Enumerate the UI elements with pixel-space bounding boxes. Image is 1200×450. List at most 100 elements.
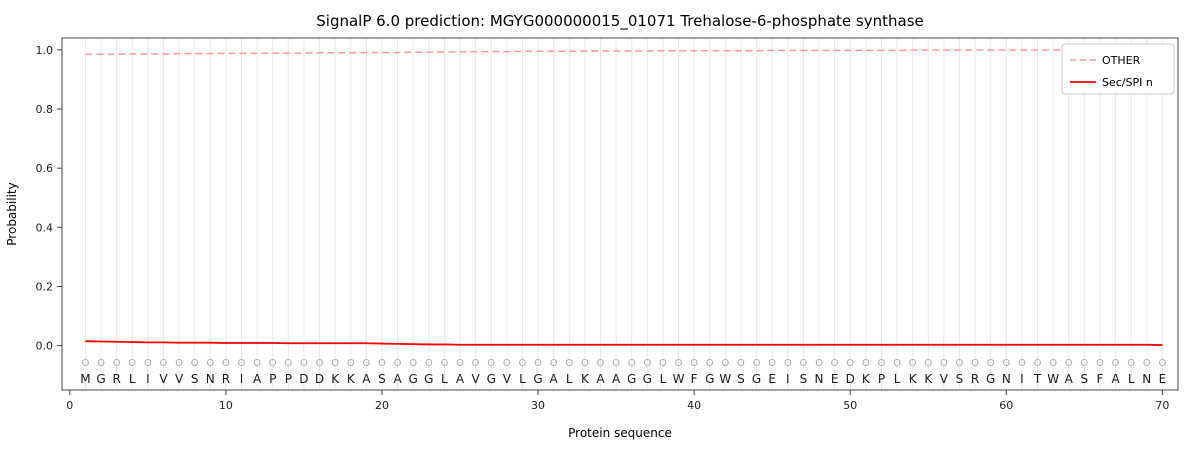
residue-letter: G <box>705 372 714 386</box>
chart-title: SignalP 6.0 prediction: MGYG000000015_01… <box>316 12 924 31</box>
residue-marker: O <box>565 358 573 369</box>
residue-marker: O <box>222 358 230 369</box>
y-tick-label: 0.8 <box>36 103 54 116</box>
residue-marker: O <box>909 358 917 369</box>
residue-marker: O <box>425 358 433 369</box>
residue-marker: O <box>721 358 729 369</box>
residue-letter: M <box>80 372 90 386</box>
residue-letter: A <box>596 372 605 386</box>
residue-letter: G <box>409 372 418 386</box>
residue-marker: O <box>175 358 183 369</box>
y-tick-label: 0.0 <box>36 340 54 353</box>
residue-marker: O <box>440 358 448 369</box>
residue-marker: O <box>97 358 105 369</box>
residue-marker: O <box>862 358 870 369</box>
residue-letter: A <box>456 372 465 386</box>
x-axis-ticks: 0 10 20 30 40 50 60 70 <box>66 390 1169 412</box>
residue-letter: G <box>643 372 652 386</box>
residue-letter: D <box>299 372 308 386</box>
residue-letter: L <box>129 372 136 386</box>
legend: OTHER Sec/SPI n <box>1061 43 1175 95</box>
residue-marker: O <box>534 358 542 369</box>
x-tick-label: 60 <box>999 399 1013 412</box>
residue-letter: L <box>660 372 667 386</box>
series-line-sec-spi-n <box>85 340 1163 346</box>
legend-label: Sec/SPI n <box>1102 76 1153 89</box>
residue-marker: O <box>191 358 199 369</box>
residue-letter: A <box>393 372 402 386</box>
residue-letter: A <box>362 372 371 386</box>
residue-marker: O <box>753 358 761 369</box>
residue-marker: O <box>799 358 807 369</box>
x-tick-label: 20 <box>375 399 389 412</box>
residue-marker: O <box>690 358 698 369</box>
residue-marker: O <box>269 358 277 369</box>
residue-marker: O <box>160 358 168 369</box>
plot-frame <box>61 37 1179 391</box>
residue-letter: S <box>191 372 199 386</box>
residue-letter: P <box>269 372 276 386</box>
residue-letter: N <box>1142 372 1151 386</box>
residue-marker: O <box>409 358 417 369</box>
residue-letter: I <box>240 372 244 386</box>
residue-marker: O <box>768 358 776 369</box>
residue-marker: O <box>316 358 324 369</box>
residue-marker: O <box>550 358 558 369</box>
residue-letter: G <box>424 372 433 386</box>
residue-marker: O <box>253 358 261 369</box>
x-tick-label: 0 <box>66 399 73 412</box>
residue-letter: W <box>1047 372 1059 386</box>
residue-marker: O <box>113 358 121 369</box>
residue-letter: G <box>627 372 636 386</box>
residue-marker: O <box>784 358 792 369</box>
residue-marker: O <box>737 358 745 369</box>
residue-marker: O <box>206 358 214 369</box>
residue-marker: O <box>503 358 511 369</box>
x-tick-label: 30 <box>531 399 545 412</box>
residue-marker: O <box>238 358 246 369</box>
x-tick-label: 40 <box>687 399 701 412</box>
residue-marker: O <box>1158 358 1166 369</box>
residue-marker: O <box>706 358 714 369</box>
x-tick-label: 50 <box>843 399 857 412</box>
residue-marker: O <box>456 358 464 369</box>
residue-marker: O <box>331 358 339 369</box>
plot-dynamic-content: 0.00.20.40.60.81.00 10 20 30 40 50 60 70O O O O O O O… <box>36 37 1179 412</box>
residue-marker: O <box>1112 358 1120 369</box>
residue-letter: L <box>566 372 573 386</box>
y-tick-label: 0.4 <box>36 221 54 234</box>
residue-marker: O <box>987 358 995 369</box>
residue-letter: P <box>878 372 885 386</box>
legend-label: OTHER <box>1102 54 1141 67</box>
residue-letter: A <box>1111 372 1120 386</box>
residue-letter: G <box>96 372 105 386</box>
residue-letter: F <box>1097 372 1104 386</box>
residue-marker: O <box>597 358 605 369</box>
residue-marker: O <box>831 358 839 369</box>
residue-marker: O <box>1096 358 1104 369</box>
residue-letter: F <box>691 372 698 386</box>
residue-letter: I <box>146 372 150 386</box>
residue-marker: O <box>81 358 89 369</box>
residue-letter: G <box>533 372 542 386</box>
residue-letter: K <box>347 372 356 386</box>
residue-letter: G <box>487 372 496 386</box>
residue-marker: O <box>893 358 901 369</box>
residue-letter: E <box>1159 372 1167 386</box>
residue-marker: O <box>1065 358 1073 369</box>
residue-marker: O <box>1002 358 1010 369</box>
residue-letter: I <box>1020 372 1024 386</box>
residue-marker: O <box>675 358 683 369</box>
residue-marker: O <box>519 358 527 369</box>
y-tick-label: 0.2 <box>36 280 54 293</box>
residue-marker: O <box>378 358 386 369</box>
y-tick-label: 0.6 <box>36 162 54 175</box>
residue-marker: O <box>362 358 370 369</box>
gridlines <box>84 38 1163 390</box>
residue-letter: D <box>846 372 855 386</box>
residue-marker: O <box>643 358 651 369</box>
residue-letter: V <box>159 372 168 386</box>
